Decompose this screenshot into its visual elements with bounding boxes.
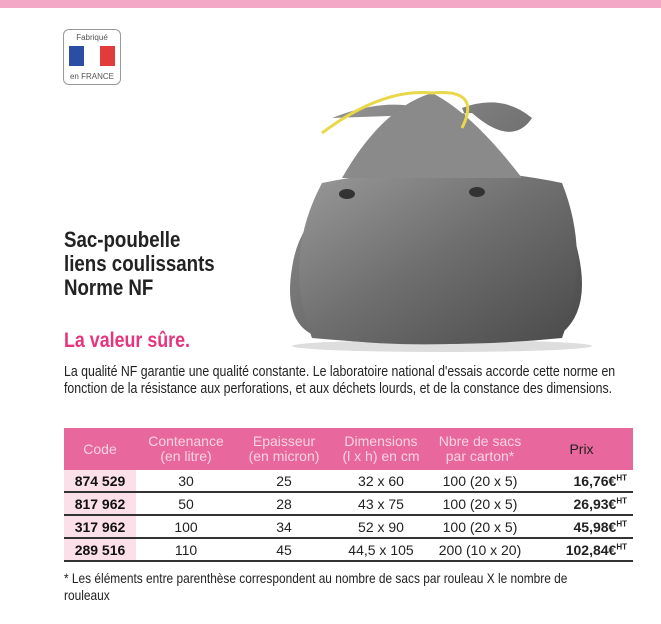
logo-top-text: Fabriqué: [76, 33, 108, 42]
cell-contenance: 100: [136, 515, 236, 539]
cell-contenance: 110: [136, 538, 236, 562]
cell-dimensions: 52 x 90: [332, 515, 430, 539]
column-header: Code: [64, 428, 136, 470]
footnote: * Les éléments entre parenthèse correspo…: [64, 570, 568, 603]
product-subtitle: La valeur sûre.: [64, 329, 191, 352]
france-flag-icon: [69, 46, 115, 66]
cell-code: 874 529: [64, 470, 136, 493]
cell-prix: 26,93€HT: [530, 492, 633, 516]
cell-prix: 102,84€HT: [530, 538, 633, 562]
column-header: Nbre de sacs par carton*: [430, 428, 530, 470]
cell-dimensions: 43 x 75: [332, 492, 430, 516]
cell-code: 317 962: [64, 515, 136, 539]
cell-nbre: 100 (20 x 5): [430, 515, 530, 539]
ht-suffix: HT: [616, 495, 627, 505]
cell-contenance: 50: [136, 492, 236, 516]
cell-code: 817 962: [64, 492, 136, 516]
table-row: 817 962 50 28 43 x 75 100 (20 x 5) 26,93€HT: [64, 492, 633, 516]
cell-epaisseur: 28: [236, 492, 332, 516]
cell-epaisseur: 34: [236, 515, 332, 539]
table-row: 289 516 110 45 44,5 x 105 200 (10 x 20) 102,8…: [64, 538, 633, 562]
column-header: Contenance (en litre): [136, 428, 236, 470]
made-in-france-logo: Fabriqué en FRANCE: [63, 29, 121, 85]
table-row: 317 962 100 34 52 x 90 100 (20 x 5) 45,98€HT: [64, 515, 633, 539]
cell-epaisseur: 25: [236, 470, 332, 493]
garbage-bag-image: [290, 90, 592, 352]
product-table: Code Contenance (en litre) Epaisseur (en mic…: [64, 428, 633, 562]
cell-dimensions: 44,5 x 105: [332, 538, 430, 562]
product-description: La qualité NF garantie une qualité const…: [64, 364, 616, 397]
table-row: 874 529 30 25 32 x 60 100 (20 x 5) 16,76€HT: [64, 470, 633, 493]
cell-nbre: 200 (10 x 20): [430, 538, 530, 562]
cell-code: 289 516: [64, 538, 136, 562]
product-title: Sac-poubelle liens coulissants Norme NF: [64, 227, 215, 300]
column-header: Prix: [530, 428, 633, 470]
column-header: Dimensions (l x h) en cm: [332, 428, 430, 470]
cell-prix: 45,98€HT: [530, 515, 633, 539]
cell-epaisseur: 45: [236, 538, 332, 562]
cell-nbre: 100 (20 x 5): [430, 470, 530, 493]
cell-contenance: 30: [136, 470, 236, 493]
ht-suffix: HT: [616, 472, 627, 482]
cell-prix: 16,76€HT: [530, 470, 633, 493]
logo-bottom-text: en FRANCE: [69, 72, 114, 81]
ht-suffix: HT: [616, 541, 627, 551]
cell-nbre: 100 (20 x 5): [430, 492, 530, 516]
ht-suffix: HT: [616, 518, 627, 528]
top-pink-bar: [0, 0, 661, 8]
column-header: Epaisseur (en micron): [236, 428, 332, 470]
cell-dimensions: 32 x 60: [332, 470, 430, 493]
